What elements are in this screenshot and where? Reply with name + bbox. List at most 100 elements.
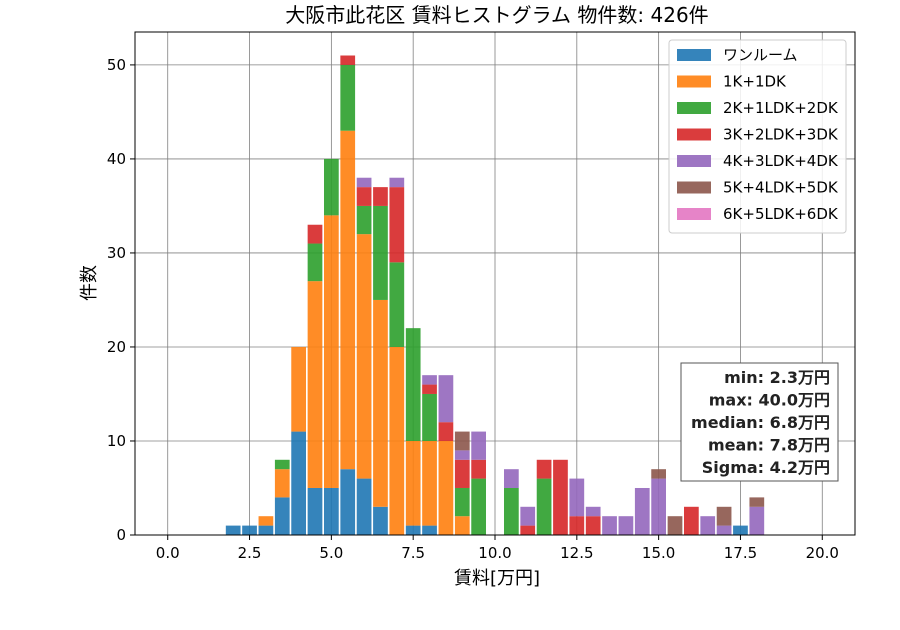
bar-segment: [356, 478, 372, 535]
bar-segment: [520, 525, 536, 535]
x-tick-label: 5.0: [319, 544, 343, 562]
bar-segment: [340, 55, 356, 65]
legend-label: ワンルーム: [723, 46, 798, 64]
bar-segment: [242, 525, 257, 535]
bar-segment: [324, 215, 339, 488]
bar-segment: [569, 478, 585, 517]
x-tick-label: 10.0: [478, 544, 511, 562]
x-tick-label: 20.0: [806, 544, 839, 562]
bar-segment: [422, 375, 437, 385]
bar-segment: [356, 177, 372, 188]
bar-segment: [389, 187, 405, 263]
bar-segment: [373, 506, 388, 535]
bar-segment: [389, 262, 405, 347]
bar-segment: [274, 459, 290, 470]
bar-segment: [405, 525, 421, 535]
bar-segment: [454, 450, 470, 460]
x-tick-label: 2.5: [238, 544, 262, 562]
bar-segment: [274, 497, 290, 535]
y-tick-label: 10: [107, 432, 126, 450]
bar-segment: [520, 506, 536, 526]
bar-segment: [553, 459, 568, 535]
bar-segment: [585, 506, 601, 517]
bar-segment: [700, 516, 716, 535]
y-tick-label: 20: [107, 338, 126, 356]
bar-segment: [634, 487, 650, 535]
bar-segment: [291, 431, 306, 535]
bar-segment: [225, 525, 241, 535]
bar-segment: [618, 516, 634, 535]
x-tick-label: 17.5: [724, 544, 757, 562]
y-tick-label: 30: [107, 244, 126, 262]
legend-swatch: [677, 208, 711, 220]
bar-segment: [454, 431, 470, 451]
legend-label: 4K+3LDK+4DK: [723, 152, 839, 170]
bar-segment: [373, 187, 388, 206]
bar-segment: [438, 375, 454, 423]
x-axis-ticks: 0.0 2.5 5.0 7.5 10.0 12.5 15.0 17.5 20.0: [156, 535, 839, 562]
bar-segment: [324, 487, 339, 535]
stats-line: min: 2.3万円: [724, 368, 830, 387]
bar-segment: [585, 516, 601, 535]
bar-segment: [389, 177, 405, 188]
bar-segment: [651, 469, 666, 479]
y-tick-label: 0: [116, 526, 126, 544]
legend-swatch: [677, 155, 711, 167]
bar-segment: [438, 440, 454, 535]
chart-title: 大阪市此花区 賃料ヒストグラム 物件数: 426件: [285, 3, 708, 27]
bar-segment: [438, 422, 454, 441]
bar-segment: [716, 506, 732, 526]
bar-segment: [504, 469, 519, 488]
stats-line: max: 40.0万円: [709, 391, 830, 410]
y-axis-ticks: 0 10 20 30 40 50: [107, 56, 135, 544]
stats-box: min: 2.3万円 max: 40.0万円 median: 6.8万円 mean: …: [680, 362, 839, 482]
bar-segment: [471, 478, 486, 535]
bar-segment: [602, 516, 617, 535]
bar-segment: [422, 440, 437, 526]
x-tick-label: 0.0: [156, 544, 180, 562]
bar-segment: [340, 469, 356, 535]
y-tick-label: 50: [107, 56, 126, 74]
bar-segment: [258, 516, 274, 526]
bar-segment: [307, 243, 323, 282]
bar-segment: [356, 187, 372, 206]
bar-segment: [405, 440, 421, 526]
bar-segment: [454, 516, 470, 535]
legend-label: 2K+1LDK+2DK: [723, 99, 839, 117]
bar-segment: [258, 525, 274, 535]
bar-segment: [307, 487, 323, 535]
bar-segment: [716, 525, 732, 535]
bar-segment: [340, 130, 356, 470]
bar-segment: [749, 506, 765, 535]
bar-segment: [373, 205, 388, 300]
bar-segment: [536, 459, 552, 479]
bar-segment: [569, 516, 585, 535]
bar-segment: [324, 158, 339, 216]
bar-segment: [422, 393, 437, 441]
bar-segment: [373, 299, 388, 507]
bar-segment: [471, 431, 486, 460]
bar-segment: [684, 506, 699, 535]
legend-swatch: [677, 128, 711, 141]
bar-segment: [356, 205, 372, 235]
legend: ワンルーム 1K+1DK 2K+1LDK+2DK 3K+2LDK+3DK 4K+3LDK…: [668, 39, 847, 234]
legend-frame: [668, 39, 847, 234]
stats-line: mean: 7.8万円: [708, 436, 830, 455]
bar-segment: [667, 516, 683, 535]
legend-swatch: [677, 102, 711, 114]
x-tick-label: 12.5: [560, 544, 593, 562]
legend-label: 3K+2LDK+3DK: [723, 126, 839, 144]
bar-segment: [536, 478, 552, 535]
y-axis-label: 件数: [79, 265, 100, 301]
x-tick-label: 7.5: [401, 544, 425, 562]
legend-swatch: [677, 181, 711, 194]
bar-segment: [389, 346, 405, 535]
bar-segment: [422, 525, 437, 535]
bar-segment: [749, 497, 765, 507]
x-tick-label: 15.0: [642, 544, 675, 562]
bar-segment: [307, 224, 323, 244]
legend-swatch: [677, 75, 711, 88]
x-axis-label: 賃料[万円]: [454, 568, 540, 589]
stats-line: Sigma: 4.2万円: [702, 458, 830, 477]
bar-segment: [651, 478, 666, 535]
